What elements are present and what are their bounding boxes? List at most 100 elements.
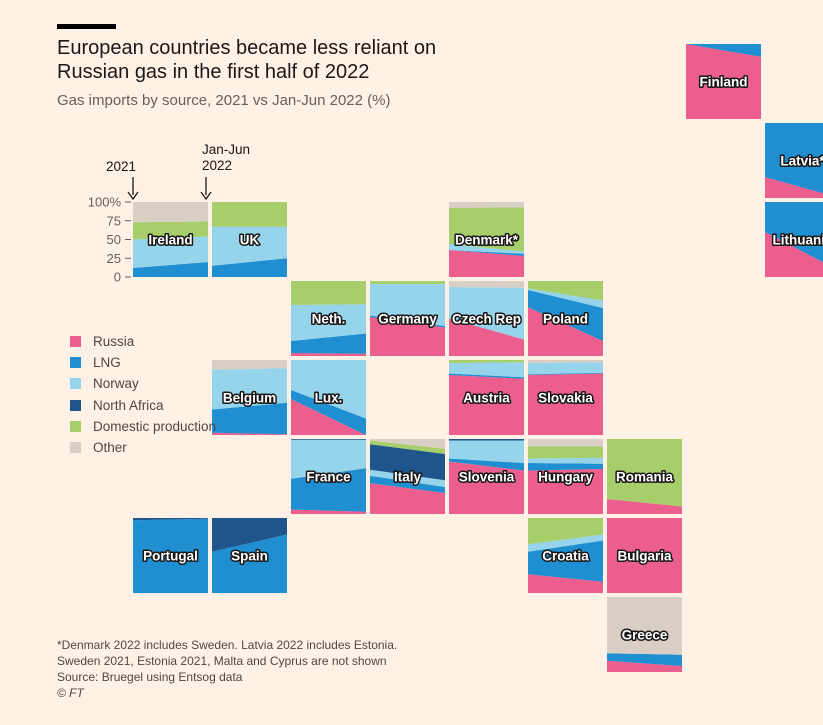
lux-area-norway: [291, 360, 366, 419]
france-area-lng: [291, 468, 366, 512]
ireland-area-other: [133, 202, 208, 223]
neth-area-norway: [291, 304, 366, 341]
neth-area-domestic: [291, 281, 366, 305]
uk-area-norway: [212, 226, 287, 266]
lithuania-area-lng: [765, 202, 823, 263]
italy-area-lng: [370, 475, 445, 493]
y-tick-label: 0: [114, 270, 121, 285]
france-area-russia: [291, 509, 366, 514]
lithuania-area-russia: [765, 232, 823, 277]
slovakia-area-lng: [528, 372, 603, 375]
spain-area-north-africa: [212, 518, 287, 552]
ireland-area-norway: [133, 236, 208, 268]
france-area-north-africa: [291, 439, 366, 440]
country-label-greece: Greece: [622, 628, 668, 643]
country-tile-ireland: Ireland: [133, 202, 208, 277]
country-label-lux: Lux.: [315, 391, 343, 406]
poland-area-domestic: [528, 281, 603, 301]
legend-swatch: [70, 378, 81, 390]
country-tile-poland: Poland: [528, 281, 603, 356]
ireland-area-lng: [133, 262, 208, 277]
country-label-portugal: Portugal: [143, 549, 198, 564]
legend-swatch: [70, 441, 81, 453]
country-label-slovakia: Slovakia: [538, 391, 593, 406]
austria-area-lng: [449, 373, 524, 379]
country-tile-slovakia: Slovakia: [528, 360, 603, 435]
croatia-area-domestic: [528, 518, 603, 545]
country-label-latvia: Latvia*: [780, 154, 823, 169]
finland-area-russia: [686, 44, 761, 119]
chart-subtitle: Gas imports by source, 2021 vs Jan-Jun 2…: [57, 92, 391, 109]
hungary-area-norway: [528, 457, 603, 464]
country-label-romania: Romania: [616, 470, 674, 485]
portugal-area-lng: [133, 518, 208, 593]
austria-area-norway: [449, 362, 524, 378]
italy-area-domestic: [370, 440, 445, 454]
country-tile-croatia: Croatia: [528, 518, 603, 593]
country-label-uk: UK: [240, 233, 260, 248]
croatia-area-norway: [528, 534, 603, 552]
country-tile-uk: UK: [212, 202, 287, 277]
y-tick-label: 75: [107, 213, 121, 228]
poland-area-lng: [528, 290, 603, 341]
country-tile-belgium: Belgium: [212, 360, 287, 435]
greece-area-other: [607, 597, 682, 655]
footnote-denmark-latvia: *Denmark 2022 includes Sweden. Latvia 20…: [57, 638, 398, 652]
country-tile-france: France: [291, 439, 366, 514]
spain-area-lng: [212, 534, 287, 593]
slovakia-area-other: [528, 360, 603, 363]
germany-area-norway: [370, 284, 445, 326]
country-label-denmark: Denmark*: [455, 233, 519, 248]
annotation-2022-line1: Jan-Jun: [202, 142, 250, 157]
country-label-austria: Austria: [463, 391, 510, 406]
legend-label: Other: [93, 439, 127, 455]
country-tile-latvia: Latvia*: [765, 123, 823, 198]
slovenia-area-norway: [449, 440, 524, 463]
year-annotations: 2021 Jan-Jun 2022: [106, 142, 250, 201]
hungary-area-russia: [528, 469, 603, 514]
footnotes: *Denmark 2022 includes Sweden. Latvia 20…: [57, 637, 397, 701]
denmark-area-other: [449, 202, 524, 208]
austria-area-russia: [449, 375, 524, 435]
uk-area-lng: [212, 258, 287, 277]
portugal-area-north-africa: [133, 518, 208, 521]
country-label-spain: Spain: [231, 549, 268, 564]
country-tile-neth: Neth.: [291, 281, 366, 356]
country-label-ireland: Ireland: [148, 233, 192, 248]
country-tile-finland: Finland: [686, 44, 761, 119]
country-label-belgium: Belgium: [223, 391, 276, 406]
germany-area-russia: [370, 317, 445, 356]
italy-area-north-africa: [370, 444, 445, 481]
hungary-area-lng: [528, 463, 603, 471]
country-tile-germany: Germany: [370, 281, 445, 356]
hungary-area-domestic: [528, 446, 603, 459]
country-tile-spain: Spain: [212, 518, 287, 593]
belgium-area-other: [212, 360, 287, 370]
neth-area-russia: [291, 353, 366, 356]
country-label-croatia: Croatia: [542, 549, 589, 564]
country-tile-italy: Italy: [370, 439, 445, 514]
germany-area-lng: [370, 315, 445, 328]
country-tile-portugal: Portugal: [133, 518, 208, 593]
country-tile-slovenia: Slovenia: [449, 439, 524, 514]
romania-area-russia: [607, 499, 682, 514]
country-tile-lux: Lux.: [291, 360, 366, 435]
romania-area-domestic: [607, 439, 682, 507]
country-label-bulgaria: Bulgaria: [617, 549, 672, 564]
bulgaria-area-russia: [607, 518, 682, 593]
country-label-lithuania: Lithuania: [773, 233, 823, 248]
france-area-norway: [291, 439, 366, 479]
croatia-area-russia: [528, 574, 603, 593]
legend-swatch: [70, 336, 81, 347]
chart-title: European countries became less reliant o…: [57, 37, 437, 83]
legend-label: LNG: [93, 355, 121, 371]
finland-area-lng: [686, 44, 761, 57]
country-label-germany: Germany: [378, 312, 437, 327]
country-tile-greece: Greece: [607, 597, 682, 672]
annotation-2021: 2021: [106, 159, 136, 174]
country-label-italy: Italy: [394, 470, 422, 485]
y-tick-label: 100%: [88, 195, 122, 210]
belgium-area-russia: [212, 432, 287, 435]
country-label-czech-rep: Czech Rep: [452, 312, 521, 327]
